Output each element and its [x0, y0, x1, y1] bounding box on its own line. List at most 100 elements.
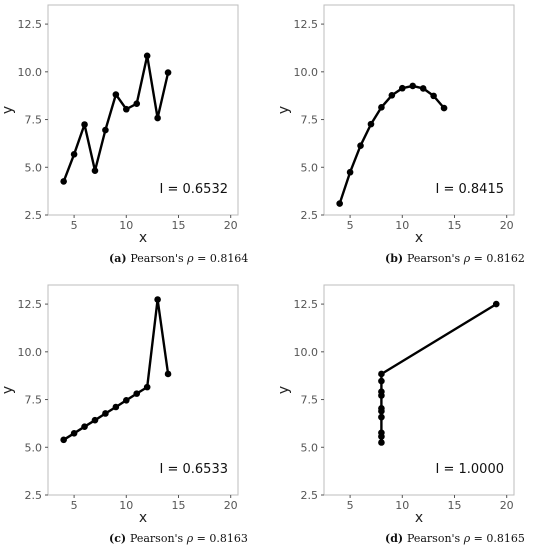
caption-symbol: ρ [186, 252, 194, 265]
x-tick-label: 15 [447, 499, 461, 512]
x-tick-label: 10 [395, 219, 409, 232]
y-tick-label: 2.5 [25, 489, 43, 502]
data-point [143, 52, 151, 60]
x-tick-label: 20 [500, 499, 514, 512]
data-point [133, 390, 141, 397]
data-point [154, 296, 161, 303]
data-point [419, 85, 427, 92]
data-point [112, 403, 120, 411]
panel-caption: (d) Pearson's ρ = 0.8165 [385, 532, 525, 545]
caption-symbol: ρ [186, 532, 194, 545]
y-tick-label: 5.0 [301, 441, 319, 454]
data-point [70, 150, 78, 158]
caption-label: (d) [385, 532, 407, 545]
y-tick-label: 12.5 [294, 298, 319, 311]
y-axis-label: y [276, 106, 292, 114]
data-point [81, 121, 88, 128]
y-tick-label: 7.5 [25, 394, 43, 407]
x-tick-label: 20 [224, 219, 238, 232]
moran-i-annotation: I = 0.6532 [160, 182, 228, 197]
caption-symbol: ρ [463, 252, 471, 265]
y-tick-label: 10.0 [18, 66, 43, 79]
caption-prefix: Pearson's [130, 252, 187, 265]
moran-i-annotation: I = 0.6533 [160, 462, 228, 477]
y-tick-label: 10.0 [294, 346, 319, 359]
data-point [430, 92, 437, 100]
x-tick-label: 15 [447, 219, 461, 232]
data-point [378, 377, 385, 385]
caption-label: (c) [109, 532, 130, 545]
y-tick-label: 2.5 [301, 489, 319, 502]
data-point [91, 167, 99, 175]
moran-i-annotation: I = 1.0000 [436, 462, 504, 477]
y-axis-label: y [276, 386, 292, 394]
caption-prefix: Pearson's [130, 532, 187, 545]
y-tick-label: 12.5 [18, 18, 43, 31]
y-tick-label: 10.0 [18, 346, 43, 359]
x-tick-label: 20 [500, 219, 514, 232]
data-point [367, 120, 375, 128]
caption-prefix: Pearson's [407, 532, 464, 545]
data-point [378, 405, 385, 412]
data-point [378, 388, 385, 396]
y-tick-label: 10.0 [294, 66, 319, 79]
moran-i-annotation: I = 0.8415 [436, 182, 504, 197]
plot-frame [47, 4, 239, 216]
data-point [492, 300, 500, 308]
data-point [398, 84, 406, 92]
x-tick-label: 15 [171, 219, 185, 232]
caption-label: (a) [109, 252, 130, 265]
data-point [440, 104, 448, 112]
caption-prefix: Pearson's [407, 252, 464, 265]
data-point [60, 178, 67, 185]
y-tick-label: 5.0 [25, 161, 43, 174]
y-axis-label: y [0, 106, 16, 114]
data-point [378, 429, 385, 437]
x-tick-label: 10 [119, 499, 133, 512]
caption-value: = 0.8164 [194, 252, 249, 265]
data-point [122, 105, 130, 113]
y-tick-label: 5.0 [25, 441, 43, 454]
y-tick-label: 12.5 [18, 298, 43, 311]
y-axis-label: y [0, 386, 16, 394]
data-point [143, 383, 151, 391]
data-point [378, 370, 385, 378]
plot-frame [323, 284, 515, 496]
x-tick-label: 20 [224, 499, 238, 512]
panel-caption: (b) Pearson's ρ = 0.8162 [385, 252, 525, 265]
y-tick-label: 7.5 [25, 114, 43, 127]
y-tick-label: 2.5 [301, 209, 319, 222]
chart-panel-c: 5 10 15 20 2.5 5.0 7.5 10.0 12.5 x y I = 0.6533 (c) … [0, 284, 248, 545]
data-point [378, 104, 385, 111]
data-point [164, 370, 172, 378]
data-point [112, 91, 120, 98]
x-axis-label: x [415, 230, 423, 246]
data-point [388, 92, 396, 99]
data-point [70, 430, 78, 437]
y-tick-label: 7.5 [301, 114, 319, 127]
x-tick-label: 10 [119, 219, 133, 232]
data-point [409, 82, 417, 90]
data-point [346, 168, 354, 176]
data-point [357, 142, 364, 149]
caption-symbol: ρ [463, 532, 471, 545]
data-point [102, 126, 109, 134]
data-point [378, 413, 385, 421]
data-point [154, 114, 161, 122]
data-point [60, 436, 67, 444]
caption-value: = 0.8163 [193, 532, 248, 545]
y-tick-label: 7.5 [301, 394, 319, 407]
data-point [91, 416, 99, 424]
chart-panel-b: 5 10 15 20 2.5 5.0 7.5 10.0 12.5 x y I = 0.8415 (b) … [276, 4, 525, 265]
x-tick-label: 5 [71, 499, 78, 512]
y-tick-label: 12.5 [294, 18, 319, 31]
data-point [122, 397, 130, 404]
chart-panel-d: 5 10 15 20 2.5 5.0 7.5 10.0 12.5 x y I = 1.0000 (d) … [276, 284, 525, 545]
data-point [336, 200, 343, 207]
y-tick-label: 5.0 [301, 161, 319, 174]
x-axis-label: x [139, 510, 147, 526]
y-tick-label: 2.5 [25, 209, 43, 222]
x-axis-label: x [415, 510, 423, 526]
x-tick-label: 5 [347, 499, 354, 512]
